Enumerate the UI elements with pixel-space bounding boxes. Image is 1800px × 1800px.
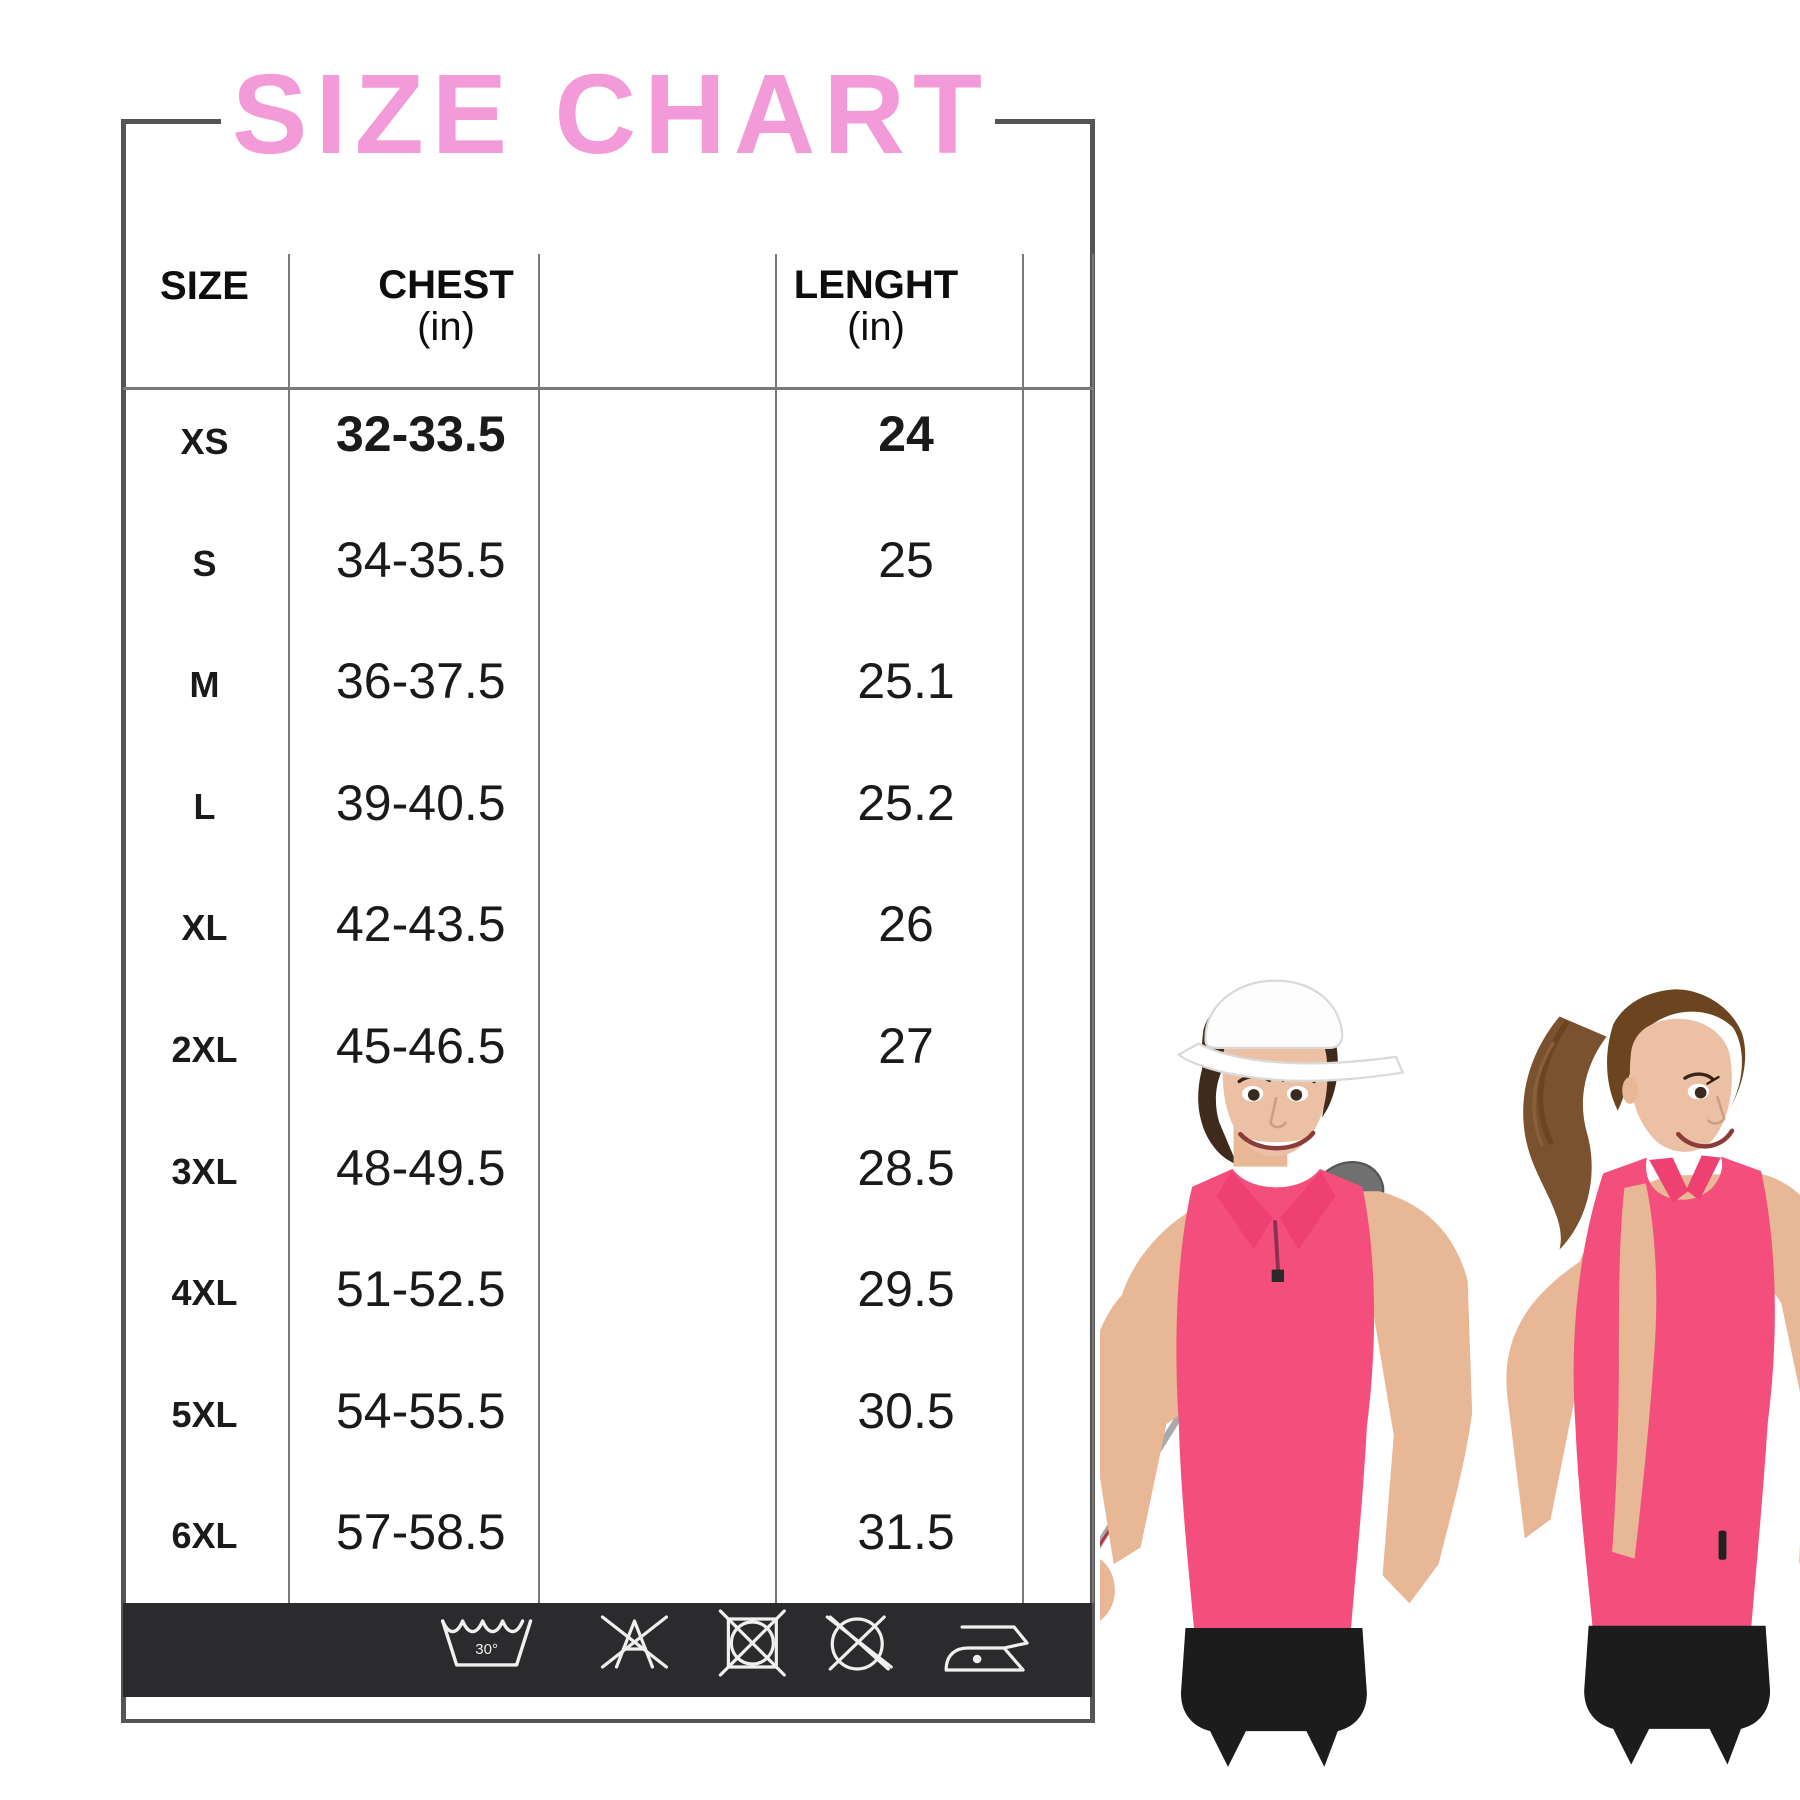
svg-text:30°: 30° [475,1641,498,1658]
